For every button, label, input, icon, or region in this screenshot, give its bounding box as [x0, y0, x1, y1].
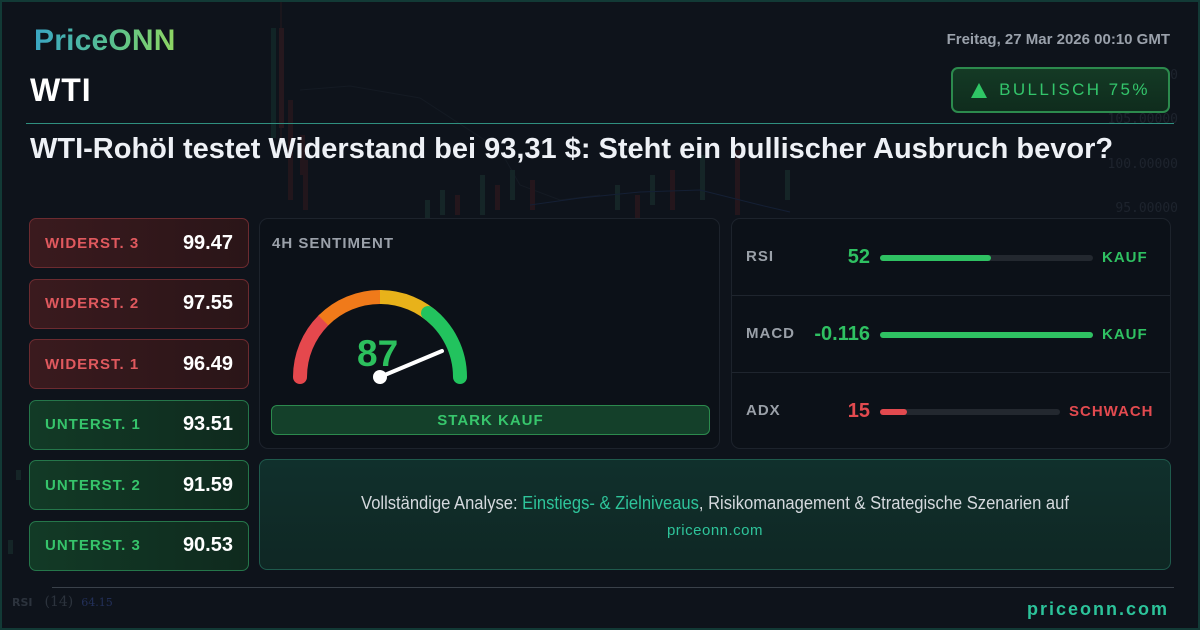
- sentiment-verdict: STARK KAUF: [271, 405, 710, 435]
- indicator-row-macd: MACD -0.116 KAUF: [732, 296, 1170, 373]
- rsi-pane-label: RSI (14) 64.15: [12, 594, 113, 610]
- indicator-row-adx: ADX 15 SCHWACH: [732, 373, 1170, 448]
- level-label: UNTERST. 3: [45, 537, 141, 554]
- cta-prefix: Vollständige Analyse:: [361, 493, 523, 513]
- bias-badge-label: BULLISCH 75%: [999, 80, 1150, 99]
- gauge-pivot: [373, 370, 387, 384]
- level-label: WIDERST. 2: [45, 295, 140, 312]
- level-label: WIDERST. 3: [45, 234, 140, 252]
- indicator-signal: SCHWACH: [1069, 403, 1154, 420]
- cta-suffix: , Risikomanagement & Strategische Szenar…: [698, 493, 1069, 513]
- cta-link[interactable]: priceonn.com: [666, 522, 764, 539]
- indicator-signal: KAUF: [1102, 249, 1148, 266]
- level-support-1: UNTERST. 1 93.51: [29, 399, 249, 450]
- sentiment-title: 4H SENTIMENT: [272, 235, 395, 252]
- level-resistance-3: WIDERST. 3 99.47: [29, 218, 249, 268]
- level-value: 90.53: [182, 534, 233, 556]
- indicator-value: -0.116: [814, 323, 870, 345]
- indicator-name: RSI: [746, 248, 775, 265]
- indicator-bar-fill: [880, 332, 1093, 338]
- price-axis-tick: 95.00000: [1115, 201, 1178, 216]
- indicators-card: RSI 52 KAUF MACD -0.116 KAUF ADX 15 SCHW…: [731, 218, 1171, 449]
- rsi-period: (14): [44, 594, 74, 610]
- brand-logo: PriceONN: [34, 24, 176, 57]
- indicator-name: MACD: [746, 325, 795, 342]
- price-axis-tick: 100.00000: [1107, 157, 1178, 172]
- level-value: 91.59: [182, 473, 233, 496]
- indicator-bar-fill: [880, 255, 991, 261]
- cta-highlight: Einstiegs- & Zielniveaus: [522, 493, 699, 513]
- level-value: 97.55: [182, 292, 233, 314]
- indicator-signal: KAUF: [1102, 326, 1148, 343]
- indicator-bar-track: [880, 255, 1093, 261]
- indicator-bar-fill: [880, 409, 907, 415]
- rsi-label: RSI: [12, 596, 33, 609]
- level-label: UNTERST. 2: [45, 476, 141, 494]
- datetime: Freitag, 27 Mar 2026 00:10 GMT: [946, 31, 1170, 48]
- level-support-2: UNTERST. 2 91.59: [29, 460, 249, 510]
- sentiment-card: 4H SENTIMENT 87 STARK KAUF: [259, 218, 720, 449]
- triangle-up-icon: [971, 82, 988, 98]
- levels-list: WIDERST. 3 99.47 WIDERST. 2 97.55 WIDERS…: [29, 218, 249, 581]
- indicator-bar-track: [880, 332, 1093, 338]
- indicator-bar-track: [880, 409, 1060, 415]
- level-value: 93.51: [182, 413, 233, 435]
- sentiment-gauge-icon: [292, 289, 467, 384]
- level-value: 96.49: [182, 352, 233, 375]
- price-axis-tick: 105.00000: [1107, 112, 1178, 127]
- footer-url-link[interactable]: priceonn.com: [1026, 599, 1169, 619]
- cta-text: Vollständige Analyse: Einstiegs- & Zieln…: [296, 493, 1133, 514]
- headline: WTI-Rohöl testet Widerstand bei 93,31 $:…: [30, 133, 1114, 165]
- sentiment-score: 87: [357, 333, 399, 374]
- rsi-sub-value: 64.15: [81, 596, 113, 609]
- indicator-value: 52: [847, 246, 870, 268]
- level-support-3: UNTERST. 3 90.53: [29, 520, 249, 571]
- gauge-needle: [378, 349, 444, 379]
- level-value: 99.47: [182, 231, 233, 254]
- indicator-name: ADX: [746, 402, 781, 419]
- level-label: UNTERST. 1: [45, 416, 141, 433]
- level-label: WIDERST. 1: [45, 355, 140, 373]
- indicator-row-rsi: RSI 52 KAUF: [732, 219, 1170, 296]
- analysis-cta[interactable]: Vollständige Analyse: Einstiegs- & Zieln…: [259, 459, 1171, 570]
- level-resistance-1: WIDERST. 1 96.49: [29, 339, 249, 389]
- bias-badge: BULLISCH 75%: [951, 67, 1170, 113]
- footer-divider: [52, 587, 1174, 588]
- symbol-title: WTI: [30, 72, 92, 108]
- indicator-value: 15: [847, 400, 870, 422]
- header-divider: [26, 123, 1174, 124]
- level-resistance-2: WIDERST. 2 97.55: [29, 278, 249, 329]
